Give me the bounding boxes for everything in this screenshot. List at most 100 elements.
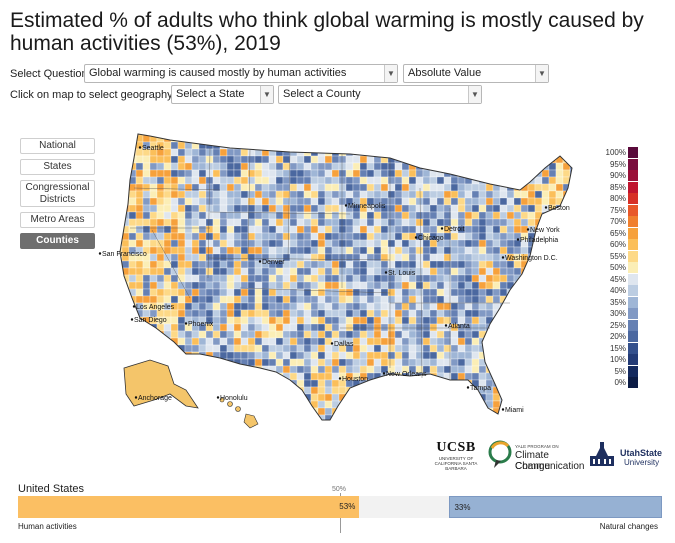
county[interactable] bbox=[506, 218, 515, 227]
county[interactable] bbox=[429, 260, 438, 269]
county[interactable] bbox=[569, 295, 577, 304]
county[interactable] bbox=[310, 295, 319, 304]
county[interactable] bbox=[128, 407, 137, 416]
county[interactable] bbox=[492, 295, 501, 304]
county[interactable] bbox=[387, 386, 396, 395]
county[interactable] bbox=[149, 204, 158, 213]
county[interactable] bbox=[303, 267, 312, 276]
county[interactable] bbox=[268, 148, 277, 157]
county[interactable] bbox=[275, 407, 284, 416]
county[interactable] bbox=[527, 141, 536, 150]
county[interactable] bbox=[534, 267, 543, 276]
county[interactable] bbox=[443, 148, 452, 157]
county[interactable] bbox=[205, 260, 214, 269]
county[interactable] bbox=[492, 246, 501, 255]
county[interactable] bbox=[527, 190, 536, 199]
county[interactable] bbox=[191, 295, 200, 304]
county[interactable] bbox=[513, 379, 522, 388]
county[interactable] bbox=[457, 358, 466, 367]
county[interactable] bbox=[541, 274, 550, 283]
county[interactable] bbox=[457, 260, 466, 269]
county[interactable] bbox=[296, 379, 305, 388]
county[interactable] bbox=[548, 379, 557, 388]
county[interactable] bbox=[513, 141, 522, 150]
county[interactable] bbox=[226, 379, 235, 388]
county[interactable] bbox=[380, 330, 389, 339]
county[interactable] bbox=[569, 267, 577, 276]
county[interactable] bbox=[121, 330, 130, 339]
county[interactable] bbox=[115, 128, 123, 136]
county[interactable] bbox=[527, 400, 536, 409]
county[interactable] bbox=[380, 211, 389, 220]
county[interactable] bbox=[191, 274, 200, 283]
county[interactable] bbox=[443, 155, 452, 164]
county[interactable] bbox=[401, 176, 410, 185]
county[interactable] bbox=[366, 330, 375, 339]
county[interactable] bbox=[191, 128, 200, 136]
county[interactable] bbox=[422, 309, 431, 318]
county[interactable] bbox=[135, 169, 144, 178]
county[interactable] bbox=[373, 260, 382, 269]
county[interactable] bbox=[282, 232, 291, 241]
county[interactable] bbox=[478, 288, 487, 297]
county[interactable] bbox=[135, 218, 144, 227]
county[interactable] bbox=[380, 288, 389, 297]
county[interactable] bbox=[359, 351, 368, 360]
county[interactable] bbox=[324, 190, 333, 199]
county[interactable] bbox=[282, 365, 291, 374]
county[interactable] bbox=[506, 246, 515, 255]
county[interactable] bbox=[198, 141, 207, 150]
county[interactable] bbox=[471, 141, 480, 150]
county[interactable] bbox=[282, 162, 291, 171]
county[interactable] bbox=[135, 260, 144, 269]
county[interactable] bbox=[317, 309, 326, 318]
county[interactable] bbox=[233, 337, 242, 346]
county[interactable] bbox=[247, 351, 256, 360]
county[interactable] bbox=[429, 400, 438, 409]
county[interactable] bbox=[479, 422, 486, 429]
county[interactable] bbox=[527, 337, 536, 346]
county[interactable] bbox=[394, 134, 403, 143]
county[interactable] bbox=[471, 246, 480, 255]
county[interactable] bbox=[310, 239, 319, 248]
county[interactable] bbox=[408, 253, 417, 262]
county[interactable] bbox=[492, 218, 501, 227]
county[interactable] bbox=[233, 281, 242, 290]
county[interactable] bbox=[296, 372, 305, 381]
county[interactable] bbox=[345, 134, 354, 143]
county[interactable] bbox=[562, 267, 571, 276]
county[interactable] bbox=[415, 330, 424, 339]
county[interactable] bbox=[352, 253, 361, 262]
county[interactable] bbox=[317, 379, 326, 388]
county[interactable] bbox=[115, 218, 123, 227]
county[interactable] bbox=[394, 197, 403, 206]
county[interactable] bbox=[170, 218, 179, 227]
county[interactable] bbox=[184, 330, 193, 339]
county[interactable] bbox=[149, 239, 158, 248]
county[interactable] bbox=[352, 225, 361, 234]
county[interactable] bbox=[289, 128, 298, 136]
county[interactable] bbox=[331, 128, 340, 136]
county[interactable] bbox=[492, 260, 501, 269]
county[interactable] bbox=[569, 183, 577, 192]
county[interactable] bbox=[471, 169, 480, 178]
county[interactable] bbox=[394, 323, 403, 332]
county[interactable] bbox=[422, 148, 431, 157]
county[interactable] bbox=[177, 190, 186, 199]
county[interactable] bbox=[373, 316, 382, 325]
county[interactable] bbox=[436, 274, 445, 283]
county[interactable] bbox=[471, 358, 480, 367]
county[interactable] bbox=[240, 211, 249, 220]
county[interactable] bbox=[394, 232, 403, 241]
county[interactable] bbox=[184, 379, 193, 388]
county[interactable] bbox=[387, 316, 396, 325]
county[interactable] bbox=[254, 323, 263, 332]
county[interactable] bbox=[156, 190, 165, 199]
county[interactable] bbox=[443, 183, 452, 192]
county[interactable] bbox=[471, 372, 480, 381]
county[interactable] bbox=[549, 422, 556, 429]
county[interactable] bbox=[289, 134, 298, 143]
county[interactable] bbox=[212, 337, 221, 346]
county[interactable] bbox=[380, 309, 389, 318]
county[interactable] bbox=[513, 169, 522, 178]
